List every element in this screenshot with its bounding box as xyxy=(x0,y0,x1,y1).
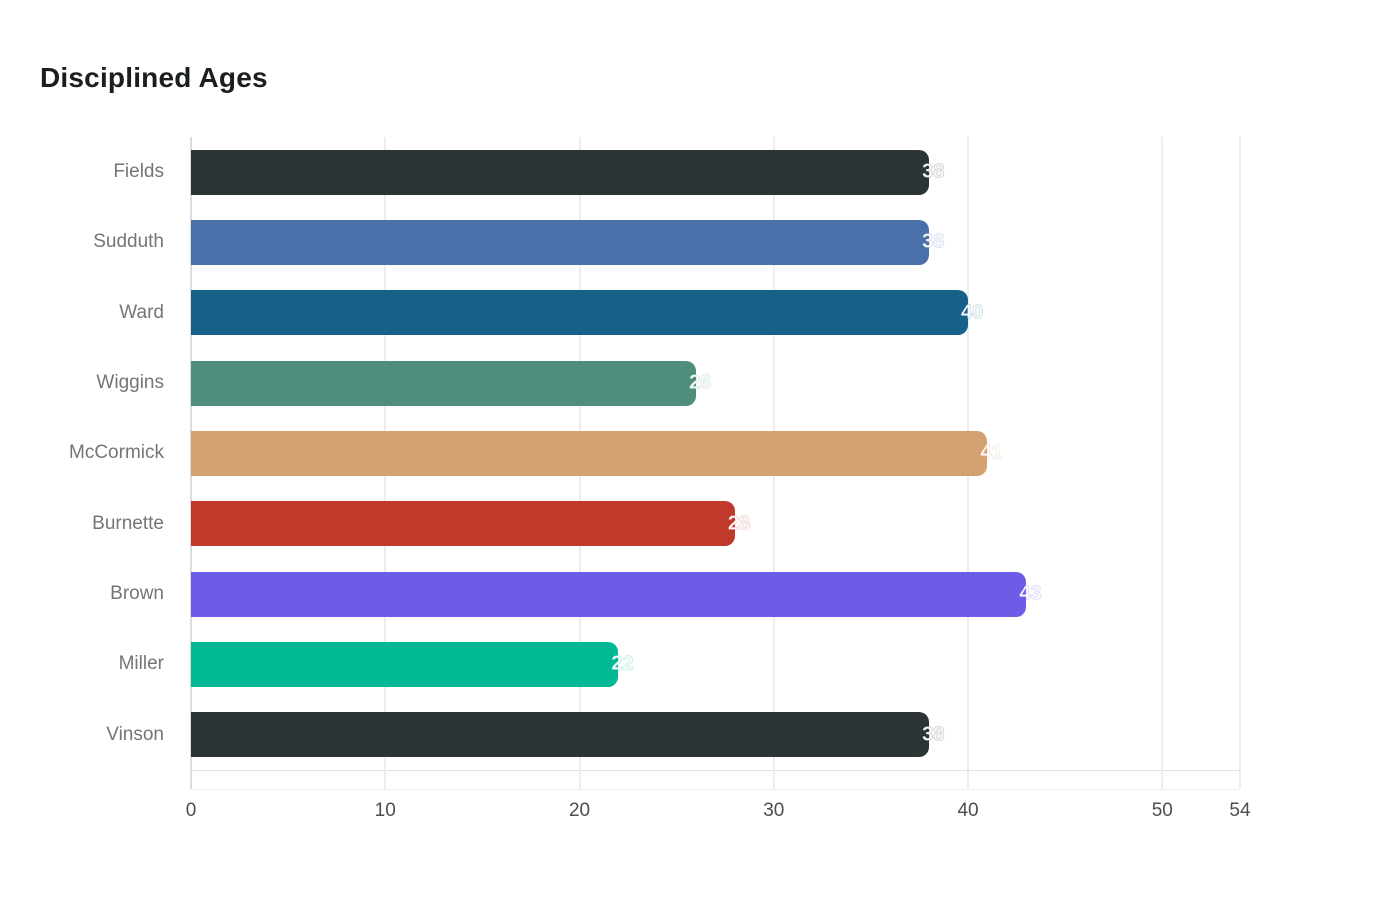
bar-rows: Fields 38 Sudduth 38 Ward 40 Wiggins 26 McCormic… xyxy=(69,137,1240,770)
bar-row: Ward 40 xyxy=(119,278,1240,348)
gridline xyxy=(1161,137,1164,789)
bar-mccormick: 41 xyxy=(191,430,1003,476)
chart-title: Disciplined Ages xyxy=(40,62,268,93)
x-tick-label: 10 xyxy=(374,800,396,821)
plot-area: Fields 38 Sudduth 38 Ward 40 Wiggins 26 McCormic… xyxy=(69,137,1251,821)
category-label: Ward xyxy=(119,301,164,323)
x-tick-label: 50 xyxy=(1151,800,1173,821)
x-tick-label: 20 xyxy=(568,800,591,821)
x-tick-label: 0 xyxy=(185,800,197,821)
bar-value-label: 43 xyxy=(1019,582,1042,605)
category-label: Brown xyxy=(110,583,164,605)
category-label: Sudduth xyxy=(93,231,164,253)
bar-vinson: 38 xyxy=(191,712,945,758)
bar-value-label: 40 xyxy=(960,301,984,324)
gridline xyxy=(1239,137,1241,789)
bar-value-label: 38 xyxy=(922,723,945,746)
bar-miller: 22 xyxy=(191,641,634,687)
bar-value-label: 41 xyxy=(980,441,1003,464)
category-label: McCormick xyxy=(69,442,164,464)
bar-fields: 38 xyxy=(191,149,945,195)
bar-burnette: 28 xyxy=(191,501,751,547)
x-axis-baseline xyxy=(191,789,1240,790)
category-label: Burnette xyxy=(92,512,164,534)
category-label: Vinson xyxy=(106,723,164,745)
bar-row: Miller 22 xyxy=(119,629,1240,699)
bar-value-label: 38 xyxy=(922,230,945,253)
bar-row: Wiggins 26 xyxy=(96,348,1240,418)
x-tick-label: 30 xyxy=(763,800,785,821)
x-axis-line xyxy=(191,770,1240,771)
x-tick-label: 40 xyxy=(957,800,979,821)
bar-value-label: 22 xyxy=(611,652,634,675)
bar-value-label: 28 xyxy=(727,512,751,535)
bar-row: Sudduth 38 xyxy=(93,207,1240,277)
bar-row: Fields 38 xyxy=(113,137,1240,207)
category-label: Fields xyxy=(113,161,164,183)
bar-row: McCormick 41 xyxy=(69,418,1240,488)
category-label: Wiggins xyxy=(96,372,164,394)
bar-brown: 43 xyxy=(191,571,1042,617)
x-tick-label: 54 xyxy=(1229,800,1251,821)
bar-row: Vinson 38 xyxy=(106,700,1240,770)
bar-wiggins: 26 xyxy=(191,360,712,406)
bar-sudduth: 38 xyxy=(191,219,945,265)
bar-value-label: 26 xyxy=(688,371,712,394)
bar-ward: 40 xyxy=(191,290,984,336)
category-label: Miller xyxy=(118,653,164,675)
bar-row: Burnette 28 xyxy=(92,489,1240,559)
bar-value-label: 38 xyxy=(922,160,945,183)
bar-row: Brown 43 xyxy=(110,559,1240,629)
